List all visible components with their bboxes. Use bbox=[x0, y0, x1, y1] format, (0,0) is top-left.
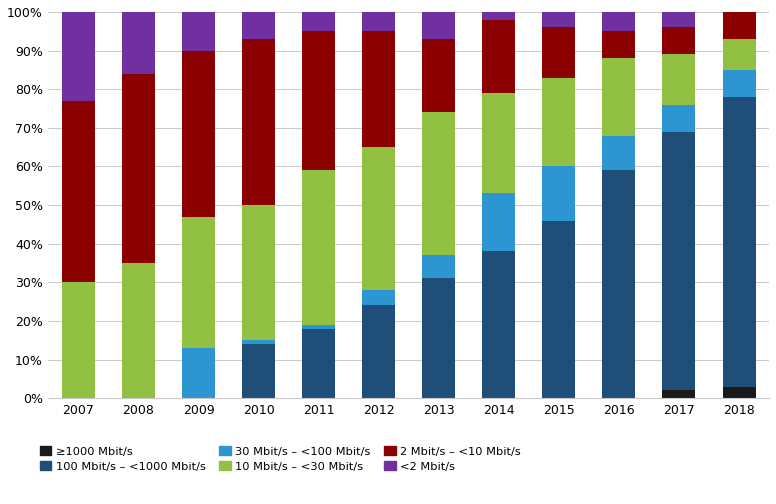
Legend: ≥1000 Mbit/s, 100 Mbit/s – <1000 Mbit/s, 30 Mbit/s – <100 Mbit/s, 10 Mbit/s – <3: ≥1000 Mbit/s, 100 Mbit/s – <1000 Mbit/s,… bbox=[40, 447, 521, 472]
Bar bbox=[483, 12, 515, 20]
Bar bbox=[62, 101, 95, 282]
Bar bbox=[602, 12, 636, 31]
Bar bbox=[182, 217, 215, 348]
Bar bbox=[362, 290, 395, 305]
Bar bbox=[182, 12, 215, 50]
Bar bbox=[602, 136, 636, 170]
Bar bbox=[62, 282, 95, 398]
Bar bbox=[483, 20, 515, 93]
Bar bbox=[663, 12, 695, 27]
Bar bbox=[242, 12, 275, 39]
Bar bbox=[422, 39, 456, 112]
Bar bbox=[242, 39, 275, 205]
Bar bbox=[242, 344, 275, 398]
Bar bbox=[663, 54, 695, 105]
Bar bbox=[483, 251, 515, 398]
Bar bbox=[602, 31, 636, 58]
Bar bbox=[422, 12, 456, 39]
Bar bbox=[122, 74, 155, 263]
Bar bbox=[422, 278, 456, 398]
Bar bbox=[182, 348, 215, 398]
Bar bbox=[242, 340, 275, 344]
Bar bbox=[542, 12, 575, 27]
Bar bbox=[302, 12, 335, 31]
Bar bbox=[722, 12, 756, 39]
Bar bbox=[722, 70, 756, 97]
Bar bbox=[483, 194, 515, 251]
Bar bbox=[542, 166, 575, 221]
Bar bbox=[422, 112, 456, 255]
Bar bbox=[362, 147, 395, 290]
Bar bbox=[663, 391, 695, 398]
Bar bbox=[663, 132, 695, 391]
Bar bbox=[182, 50, 215, 217]
Bar bbox=[122, 12, 155, 74]
Bar bbox=[542, 27, 575, 78]
Bar bbox=[542, 221, 575, 398]
Bar bbox=[602, 170, 636, 398]
Bar bbox=[483, 93, 515, 194]
Bar bbox=[302, 31, 335, 170]
Bar bbox=[722, 97, 756, 387]
Bar bbox=[62, 12, 95, 101]
Bar bbox=[302, 170, 335, 325]
Bar bbox=[302, 325, 335, 329]
Bar bbox=[302, 329, 335, 398]
Bar bbox=[122, 263, 155, 398]
Bar bbox=[362, 12, 395, 31]
Bar bbox=[542, 78, 575, 166]
Bar bbox=[722, 387, 756, 398]
Bar bbox=[362, 31, 395, 147]
Bar bbox=[362, 305, 395, 398]
Bar bbox=[242, 205, 275, 340]
Bar bbox=[663, 105, 695, 132]
Bar bbox=[663, 27, 695, 54]
Bar bbox=[722, 39, 756, 70]
Bar bbox=[422, 255, 456, 278]
Bar bbox=[602, 58, 636, 136]
